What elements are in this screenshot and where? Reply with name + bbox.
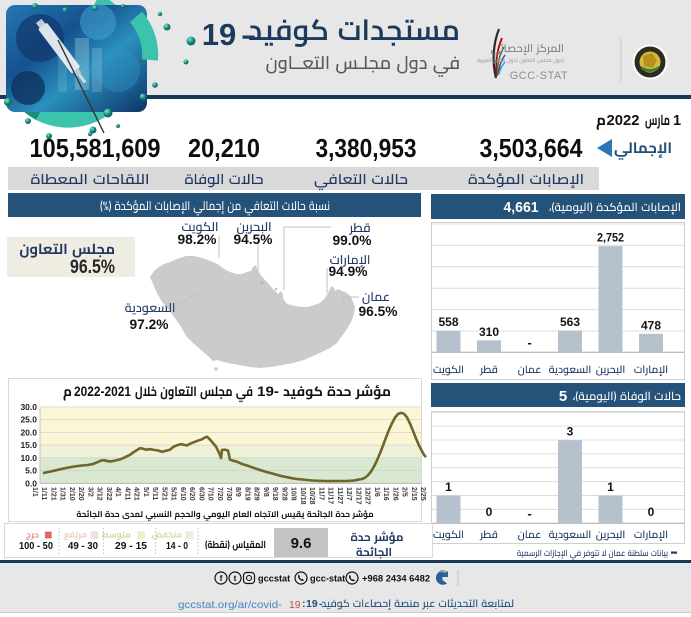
svg-text:5/1: 5/1: [142, 487, 149, 497]
svg-text:558: 558: [438, 315, 458, 329]
svg-text::: :: [302, 598, 306, 610]
svg-text:563: 563: [560, 315, 580, 329]
svg-text:-: -: [527, 335, 531, 350]
svg-text:2/20: 2/20: [77, 487, 84, 501]
svg-text:10.0: 10.0: [20, 453, 37, 463]
svg-text:96.5%: 96.5%: [70, 257, 115, 278]
svg-text:19: 19: [202, 17, 236, 52]
svg-text:98.2%: 98.2%: [178, 231, 218, 247]
svg-text:3/12: 3/12: [96, 487, 103, 501]
svg-text:1/26: 1/26: [391, 487, 398, 501]
svg-text:25.0: 25.0: [20, 415, 37, 425]
svg-text:19-: 19-: [257, 384, 279, 399]
svg-text:8/19: 8/19: [244, 487, 251, 501]
svg-text:1/11: 1/11: [40, 487, 47, 500]
svg-text:3,503,664: 3,503,664: [480, 133, 583, 163]
svg-text:2022: 2022: [607, 113, 640, 129]
svg-text:2/10: 2/10: [68, 487, 75, 501]
svg-text:f: f: [220, 573, 223, 583]
svg-text:0: 0: [648, 505, 655, 519]
svg-text:11/7: 11/7: [317, 487, 324, 500]
svg-text:4/11: 4/11: [123, 487, 130, 500]
svg-text:10/18: 10/18: [299, 487, 306, 505]
svg-text:-: -: [319, 598, 323, 610]
svg-text:3: 3: [567, 425, 574, 439]
svg-text:15.0: 15.0: [20, 440, 37, 450]
svg-text:10/28: 10/28: [308, 487, 315, 505]
svg-text:20.0: 20.0: [20, 427, 37, 437]
svg-text:12/17: 12/17: [354, 487, 361, 505]
svg-text:14 - 0: 14 - 0: [166, 541, 188, 552]
svg-text:6/20: 6/20: [188, 487, 195, 501]
svg-text:94.5%: 94.5%: [234, 231, 274, 247]
svg-text:12/7: 12/7: [345, 487, 352, 501]
svg-text:9.6: 9.6: [291, 535, 312, 552]
svg-text:99.0%: 99.0%: [333, 232, 373, 248]
svg-text:12/27: 12/27: [364, 487, 371, 505]
svg-text:19: 19: [289, 600, 301, 611]
svg-text:478: 478: [641, 318, 661, 332]
svg-text:0.0: 0.0: [25, 478, 37, 488]
svg-text:20,210: 20,210: [188, 133, 260, 163]
svg-text:2,752: 2,752: [597, 231, 624, 245]
svg-text:4,661: 4,661: [504, 199, 539, 216]
svg-text:7/10: 7/10: [207, 487, 214, 501]
svg-text:9/18: 9/18: [271, 487, 278, 501]
svg-text:6/10: 6/10: [179, 487, 186, 501]
svg-text:1/21: 1/21: [50, 487, 57, 501]
svg-text:-: -: [527, 506, 531, 521]
svg-text:1/31: 1/31: [59, 487, 66, 501]
svg-text:3/22: 3/22: [105, 487, 112, 501]
svg-text:5: 5: [559, 388, 567, 405]
svg-text:49 - 30: 49 - 30: [68, 541, 98, 552]
svg-text:2/25: 2/25: [419, 487, 426, 501]
svg-text:2022-2021: 2022-2021: [74, 384, 131, 399]
svg-text:t: t: [234, 573, 237, 583]
svg-text:29 - 15: 29 - 15: [115, 541, 147, 552]
svg-text:GCC-STAT: GCC-STAT: [510, 70, 568, 82]
svg-text:10/8: 10/8: [290, 487, 297, 501]
svg-text:3,380,953: 3,380,953: [316, 133, 417, 163]
svg-text:1/6: 1/6: [373, 487, 380, 497]
svg-text:8/29: 8/29: [253, 487, 260, 501]
svg-text:2/5: 2/5: [401, 487, 408, 497]
svg-text:gccstat: gccstat: [258, 574, 290, 584]
svg-text:97.2%: 97.2%: [130, 316, 170, 332]
svg-text:3/2: 3/2: [86, 487, 93, 497]
svg-text:9/28: 9/28: [280, 487, 287, 501]
svg-text:6/30: 6/30: [197, 487, 204, 501]
svg-text:2/15: 2/15: [410, 487, 417, 501]
svg-text:7/20: 7/20: [216, 487, 223, 501]
svg-text:8/9: 8/9: [234, 487, 241, 497]
svg-text:1/1: 1/1: [31, 487, 38, 497]
svg-text:9/8: 9/8: [262, 487, 269, 497]
svg-text:+968 2434 6482: +968 2434 6482: [362, 573, 430, 584]
svg-text:1/16: 1/16: [382, 487, 389, 501]
svg-text:5.0: 5.0: [25, 466, 37, 476]
svg-text:11/27: 11/27: [336, 487, 343, 504]
svg-text:0: 0: [486, 505, 493, 519]
svg-text:105,581,609: 105,581,609: [30, 133, 161, 163]
svg-text:gccstat.org/ar/covid-: gccstat.org/ar/covid-: [178, 600, 282, 611]
svg-text:gcc-stat: gcc-stat: [310, 574, 345, 584]
svg-text:4/21: 4/21: [133, 487, 140, 501]
svg-text:1: 1: [673, 113, 681, 129]
svg-text:7/30: 7/30: [225, 487, 232, 501]
svg-text:19: 19: [306, 598, 318, 610]
svg-text:1: 1: [607, 480, 614, 494]
svg-text:1: 1: [445, 480, 452, 494]
svg-text:5/31: 5/31: [170, 487, 177, 501]
svg-text:5/11: 5/11: [151, 487, 158, 500]
svg-text:96.5%: 96.5%: [359, 303, 399, 319]
svg-text:11/17: 11/17: [327, 487, 334, 504]
svg-text:5/21: 5/21: [160, 487, 167, 501]
svg-text:30.0: 30.0: [20, 402, 37, 412]
svg-text:310: 310: [479, 325, 499, 339]
svg-text:4/1: 4/1: [114, 487, 121, 497]
svg-text:94.9%: 94.9%: [329, 263, 369, 279]
svg-text:100 - 50: 100 - 50: [19, 541, 53, 552]
